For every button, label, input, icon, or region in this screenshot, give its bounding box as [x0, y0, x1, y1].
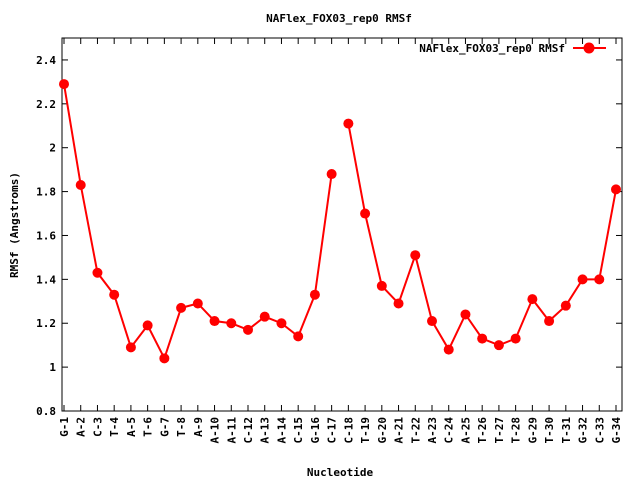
data-point — [92, 267, 103, 278]
series-segment — [63, 83, 333, 361]
data-point — [594, 274, 605, 285]
data-point — [460, 309, 471, 320]
data-point — [159, 353, 170, 364]
data-point — [360, 208, 371, 219]
x-tick-label: T-6 — [142, 417, 155, 437]
data-point — [192, 298, 203, 309]
data-point — [125, 342, 136, 353]
x-tick-label: T-28 — [510, 417, 523, 444]
data-point — [293, 331, 304, 342]
data-point — [477, 333, 488, 344]
data-point — [376, 280, 387, 291]
data-point — [443, 344, 454, 355]
data-point — [493, 340, 504, 351]
x-tick-label: C-17 — [326, 417, 339, 444]
x-tick-label: T-8 — [175, 417, 188, 437]
y-tick-label: 1.8 — [36, 186, 56, 199]
series-line — [63, 83, 617, 361]
x-tick-label: A-5 — [125, 417, 138, 437]
data-point — [59, 79, 69, 90]
x-tick-label: A-11 — [225, 417, 238, 444]
data-point — [276, 318, 287, 329]
x-tick-label: A-10 — [209, 417, 222, 444]
y-tick-label: 1 — [49, 361, 56, 374]
data-point — [142, 320, 153, 331]
y-axis: 0.8 1 1.2 1.4 1.6 1.8 2 2.2 2.4 — [36, 54, 622, 418]
data-point — [309, 289, 320, 300]
data-point — [226, 318, 237, 329]
x-tick-label: A-13 — [259, 417, 272, 444]
data-point — [243, 324, 253, 335]
x-tick-label: A-23 — [426, 417, 439, 444]
legend-label: NAFlex_FOX03_rep0 RMSf — [419, 42, 565, 55]
x-tick-label: C-12 — [242, 417, 255, 444]
data-point — [259, 311, 270, 322]
legend-marker — [583, 42, 595, 54]
x-tick-label: A-14 — [275, 417, 288, 444]
y-tick-label: 2 — [49, 142, 56, 155]
x-tick-label: C-18 — [342, 417, 355, 444]
data-point — [75, 180, 86, 191]
y-tick-label: 2.4 — [36, 54, 56, 67]
x-tick-label: T-22 — [409, 417, 422, 444]
x-tick-label: C-24 — [443, 417, 456, 444]
x-tick-label: G-7 — [158, 417, 171, 437]
x-tick-label: A-21 — [393, 417, 406, 444]
data-point — [611, 184, 621, 195]
x-tick-label: T-27 — [493, 417, 506, 444]
data-point — [427, 316, 437, 327]
x-tick-label: A-2 — [75, 417, 88, 437]
data-point — [109, 289, 120, 300]
data-point — [544, 316, 555, 327]
y-tick-label: 2.2 — [36, 98, 56, 111]
x-tick-label: G-16 — [309, 417, 322, 444]
x-tick-label: G-1 — [58, 417, 71, 437]
data-point — [326, 169, 337, 180]
plot-frame — [61, 37, 623, 412]
data-point — [577, 274, 588, 285]
x-tick-label: T-19 — [359, 417, 372, 444]
data-point — [560, 300, 571, 311]
chart-title: NAFlex_FOX03_rep0 RMSf — [266, 12, 412, 25]
y-axis-label: RMSf (Angstroms) — [8, 172, 21, 278]
data-point — [176, 302, 187, 313]
x-tick-label: A-9 — [192, 417, 205, 437]
y-tick-label: 1.2 — [36, 317, 56, 330]
data-point — [527, 294, 538, 305]
data-point — [209, 316, 220, 327]
data-point — [410, 250, 421, 261]
x-tick-label: T-31 — [560, 417, 573, 444]
legend: NAFlex_FOX03_rep0 RMSf — [419, 42, 606, 55]
y-tick-label: 0.8 — [36, 405, 56, 418]
x-tick-label: G-32 — [577, 417, 590, 444]
y-tick-label: 1.6 — [36, 229, 56, 242]
x-tick-label: G-29 — [526, 417, 539, 444]
x-tick-label: T-30 — [543, 417, 556, 444]
data-point — [393, 298, 404, 309]
x-tick-label: G-20 — [376, 417, 389, 444]
series-points — [59, 79, 621, 364]
x-tick-label: C-33 — [593, 417, 606, 444]
x-axis-label: Nucleotide — [307, 466, 374, 479]
x-tick-label: C-3 — [91, 417, 104, 437]
series-segment — [347, 123, 617, 352]
x-axis: G-1 A-2 C-3 T-4 A-5 T-6 G-7 T-8 A-9 A-10 A-11 C-12 A… — [58, 38, 623, 444]
data-point — [510, 333, 521, 344]
y-tick-label: 1.4 — [36, 273, 56, 286]
x-tick-label: C-15 — [292, 417, 305, 444]
x-tick-label: T-4 — [108, 417, 121, 437]
data-point — [343, 118, 354, 129]
x-tick-label: A-25 — [459, 417, 472, 444]
x-tick-label: G-34 — [610, 417, 623, 444]
x-tick-label: T-26 — [476, 417, 489, 444]
